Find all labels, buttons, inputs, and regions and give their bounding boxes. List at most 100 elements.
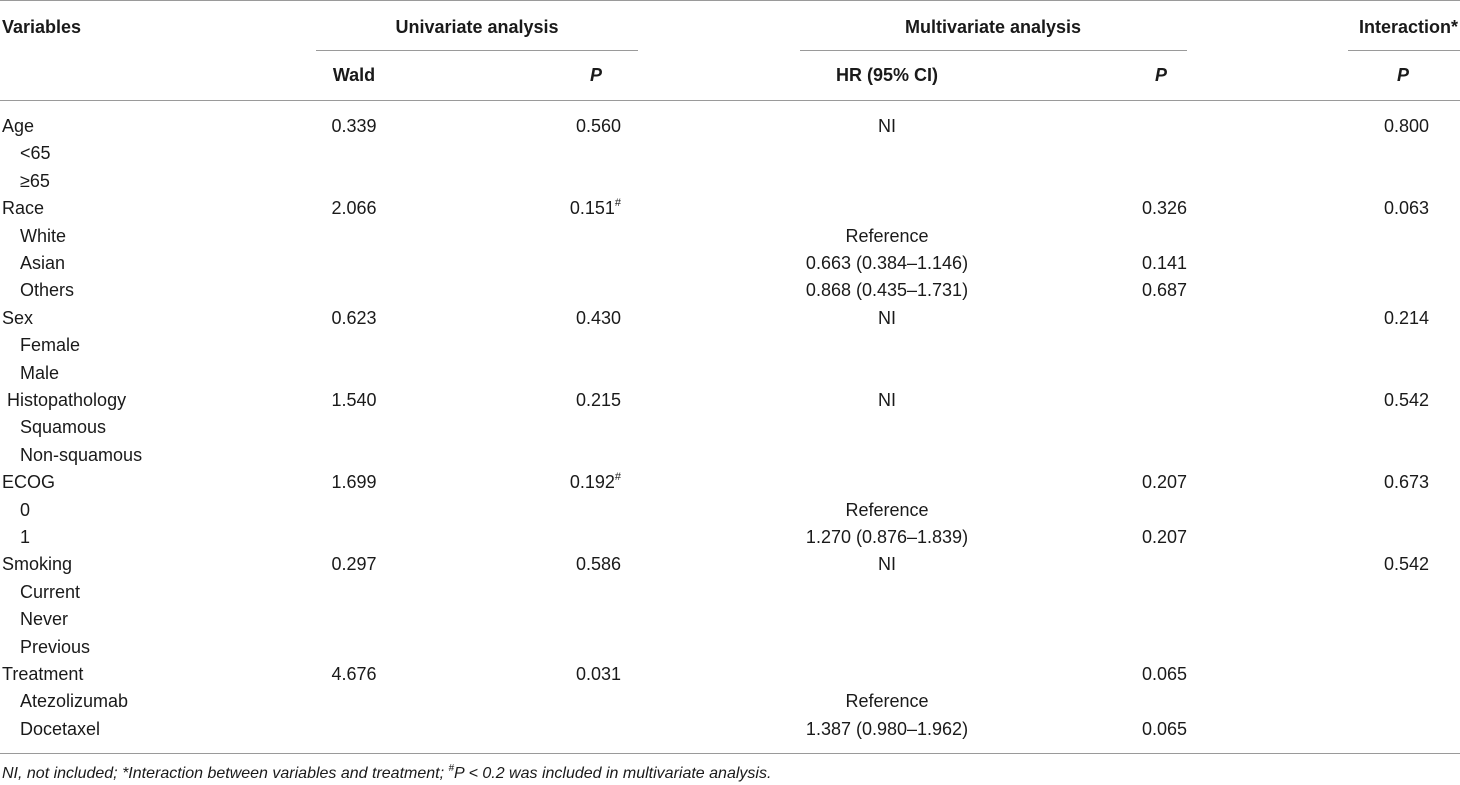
variable-label: Sex [2,308,34,328]
header-variables: Variables [2,17,82,37]
wald-cell: 1.540 [331,389,376,411]
p-multivariate-cell: 0.207 [1142,471,1187,493]
variable-label: Male [20,363,60,383]
hr-cell-value: Reference [845,691,929,711]
p-univariate-cell: 0.586 [576,553,621,575]
hr-cell-value: NI [878,116,896,136]
variable-label: Age [2,116,35,136]
variable-label: Asian [20,253,66,273]
p-univariate-cell: 0.430 [576,307,621,329]
variable-label: ECOG [2,472,56,492]
header-univariate: Univariate analysis [395,17,559,37]
hr-cell-value: NI [878,308,896,328]
wald-cell: 4.676 [331,663,376,685]
variable-label: <65 [20,143,51,163]
hr-cell-value: Reference [845,500,929,520]
p-univariate-cell-value: 0.215 [575,390,621,410]
p-multivariate-cell-value: 0.065 [1141,664,1187,684]
p-univariate-cell: 0.560 [576,115,621,137]
wald-cell: 0.623 [331,307,376,329]
variable-label: 1 [20,527,31,547]
wald-cell-value: 0.623 [331,308,377,328]
footnote-superscript: # [448,762,455,774]
p-univariate-cell-value: 0.031 [575,664,621,684]
p-multivariate-cell: 0.326 [1142,197,1187,219]
variable-label: Squamous [20,417,107,437]
p-interaction-cell-value: 0.063 [1383,198,1429,218]
wald-cell-value: 1.540 [331,390,377,410]
variable-label: Current [20,582,81,602]
p-interaction-cell-value: 0.542 [1383,554,1429,574]
p-multivariate-cell-value: 0.141 [1141,253,1187,273]
header-interaction: Interaction* [1358,17,1458,37]
significance-marker: # [614,197,621,209]
hr-cell-value: 1.270 (0.876–1.839) [805,527,969,547]
p-univariate-cell: 0.031 [576,663,621,685]
p-univariate-cell-value: 0.586 [575,554,621,574]
header-multivariate: Multivariate analysis [904,17,1082,37]
header-hr: HR (95% CI) [835,65,939,85]
p-interaction-cell: 0.063 [1384,197,1429,219]
p-multivariate-cell-value: 0.326 [1141,198,1187,218]
hr-cell: Reference [845,225,928,247]
hr-cell: NI [878,389,896,411]
wald-cell-value: 0.297 [331,554,377,574]
wald-cell-value: 0.339 [331,116,377,136]
p-interaction-cell-value: 0.800 [1383,116,1429,136]
variable-label: Previous [20,637,91,657]
p-univariate-cell-value: 0.430 [575,308,621,328]
variable-label: Never [20,609,69,629]
table-top-rule [0,0,1460,1]
p-multivariate-cell: 0.141 [1142,252,1187,274]
p-interaction-cell-value: 0.214 [1383,308,1429,328]
p-univariate-cell: 0.192# [570,471,621,493]
p-univariate-cell-value: 0.560 [575,116,621,136]
p-multivariate-cell: 0.687 [1142,279,1187,301]
hr-cell: Reference [845,690,928,712]
interaction-span-rule [1348,50,1460,51]
variable-label: 0 [20,500,31,520]
p-univariate-cell: 0.215 [576,389,621,411]
p-interaction-cell: 0.673 [1384,471,1429,493]
p-multivariate-cell: 0.065 [1142,718,1187,740]
wald-cell: 0.297 [331,553,376,575]
hr-cell-value: 1.387 (0.980–1.962) [805,719,969,739]
variable-label: Docetaxel [20,719,101,739]
p-univariate-cell: 0.151# [570,197,621,219]
variable-label: ≥65 [20,171,50,191]
variable-label: Female [20,335,81,355]
variable-label: Treatment [2,664,84,684]
hr-cell: NI [878,553,896,575]
wald-cell: 1.699 [331,471,376,493]
significance-marker: # [614,471,621,483]
header-wald: Wald [332,65,376,85]
variable-label: Histopathology [2,390,127,410]
p-multivariate-cell-value: 0.207 [1141,527,1187,547]
wald-cell: 2.066 [331,197,376,219]
multivariate-span-rule [800,50,1187,51]
p-univariate-cell-value: 0.151 [569,198,615,218]
header-p-interaction: P [1396,65,1410,85]
hr-cell: Reference [845,499,928,521]
univariate-span-rule [316,50,638,51]
variable-label: Atezolizumab [20,691,129,711]
hr-cell: 0.868 (0.435–1.731) [806,279,968,301]
wald-cell-value: 2.066 [331,198,377,218]
hr-cell-value: Reference [845,226,929,246]
p-interaction-cell: 0.800 [1384,115,1429,137]
table-footnote: NI, not included; *Interaction between v… [2,762,771,784]
variable-label: Smoking [2,554,73,574]
p-interaction-cell-value: 0.542 [1383,390,1429,410]
hr-cell: NI [878,307,896,329]
p-interaction-cell: 0.214 [1384,307,1429,329]
p-multivariate-cell: 0.207 [1142,526,1187,548]
variable-label: Others [20,280,75,300]
p-multivariate-cell: 0.065 [1142,663,1187,685]
p-interaction-cell-value: 0.673 [1383,472,1429,492]
table-bottom-rule [0,753,1460,754]
p-multivariate-cell-value: 0.207 [1141,472,1187,492]
p-multivariate-cell-value: 0.065 [1141,719,1187,739]
hr-cell-value: NI [878,554,896,574]
hr-cell: 0.663 (0.384–1.146) [806,252,968,274]
footnote-text-1: NI, not included; *Interaction between v… [2,765,449,782]
